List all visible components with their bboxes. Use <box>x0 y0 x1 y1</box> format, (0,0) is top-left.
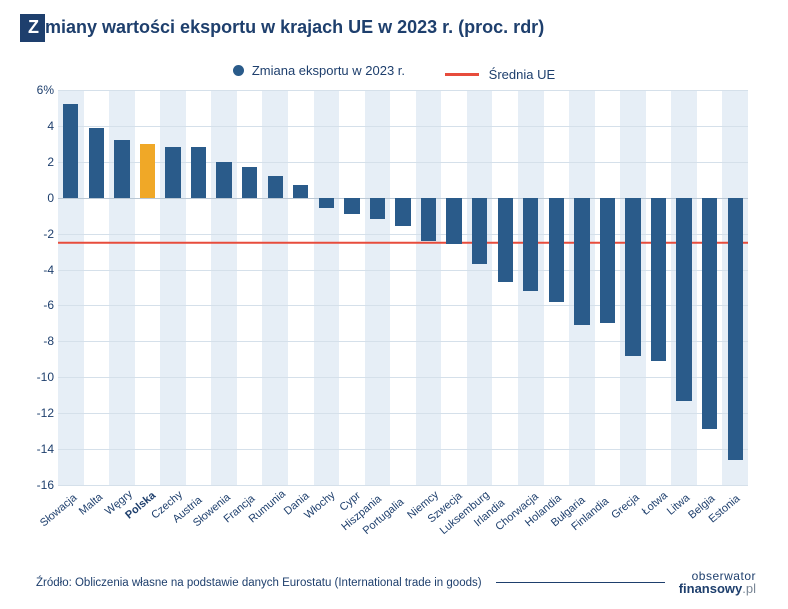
gridline <box>58 305 748 306</box>
y-tick-label: 2 <box>47 155 54 169</box>
source-text: Źródło: Obliczenia własne na podstawie d… <box>36 577 482 589</box>
bar <box>63 104 78 197</box>
background-stripe <box>262 90 288 485</box>
y-tick-label: 4 <box>47 119 54 133</box>
bar <box>140 144 155 198</box>
bar <box>472 198 487 264</box>
brand-line2-bold: finansowy <box>679 581 743 596</box>
gridline <box>58 341 748 342</box>
y-tick-label: 6% <box>37 83 54 97</box>
bar <box>242 167 257 198</box>
background-stripe <box>492 90 518 485</box>
legend-line-icon <box>445 73 479 76</box>
background-stripe <box>390 90 416 485</box>
gridline <box>58 377 748 378</box>
bar <box>216 162 231 198</box>
background-stripe <box>211 90 237 485</box>
bar <box>651 198 666 361</box>
background-stripe <box>339 90 365 485</box>
bar <box>293 185 308 198</box>
bar <box>191 147 206 197</box>
background-stripe <box>365 90 391 485</box>
background-stripe <box>441 90 467 485</box>
title-rest: miany wartości eksportu w krajach UE w 2… <box>45 18 544 38</box>
chart-legend: Zmiana eksportu w 2023 r. Średnia UE <box>0 63 788 82</box>
background-stripe <box>416 90 442 485</box>
gridline <box>58 449 748 450</box>
x-tick-label: Słowacja <box>38 492 79 529</box>
gridline <box>58 485 748 486</box>
reference-line <box>58 241 748 244</box>
x-axis-labels: SłowacjaMaltaWęgryPolskaCzechyAustriaSło… <box>58 487 748 567</box>
bar <box>165 147 180 197</box>
y-tick-label: -14 <box>37 442 54 456</box>
brand-line2-rest: .pl <box>742 581 756 596</box>
title-initial-block: Z <box>20 14 45 42</box>
legend-series-label: Zmiana eksportu w 2023 r. <box>252 63 405 78</box>
bar <box>89 128 104 198</box>
chart-area: 6%420-2-4-6-8-10-12-14-16 <box>58 90 748 485</box>
legend-dot-icon <box>233 65 244 76</box>
background-stripe <box>288 90 314 485</box>
y-tick-label: -6 <box>43 298 54 312</box>
y-tick-label: -16 <box>37 478 54 492</box>
bar <box>344 198 359 214</box>
bar <box>676 198 691 401</box>
y-tick-label: -4 <box>43 263 54 277</box>
gridline <box>58 234 748 235</box>
gridline <box>58 126 748 127</box>
legend-reference-label: Średnia UE <box>489 67 555 82</box>
gridline <box>58 270 748 271</box>
x-tick-label: Malta <box>77 491 105 517</box>
bar <box>498 198 513 282</box>
chart-footer: Źródło: Obliczenia własne na podstawie d… <box>36 570 756 595</box>
chart-title: Z miany wartości eksportu w krajach UE w… <box>0 0 788 42</box>
legend-item-series: Zmiana eksportu w 2023 r. <box>233 63 405 78</box>
gridline <box>58 90 748 91</box>
bar <box>600 198 615 324</box>
bar <box>395 198 410 227</box>
background-stripe <box>467 90 493 485</box>
bar <box>319 198 334 209</box>
bar <box>574 198 589 325</box>
footer-divider <box>496 582 665 583</box>
background-stripe <box>237 90 263 485</box>
bar <box>114 140 129 197</box>
bar <box>625 198 640 356</box>
x-tick-label: Grecja <box>609 492 642 522</box>
bar <box>523 198 538 291</box>
bar <box>728 198 743 460</box>
background-stripe <box>314 90 340 485</box>
gridline <box>58 413 748 414</box>
gridline <box>58 162 748 163</box>
bar <box>370 198 385 220</box>
plot-region: 6%420-2-4-6-8-10-12-14-16 <box>58 90 748 485</box>
bar <box>268 176 283 198</box>
bar <box>421 198 436 241</box>
y-tick-label: -2 <box>43 227 54 241</box>
x-tick-label: Łotwa <box>639 490 669 518</box>
brand-line2: finansowy.pl <box>679 582 756 595</box>
y-tick-label: 0 <box>47 191 54 205</box>
y-tick-label: -10 <box>37 370 54 384</box>
bar <box>446 198 461 245</box>
y-tick-label: -8 <box>43 334 54 348</box>
bar <box>549 198 564 302</box>
legend-item-reference: Średnia UE <box>445 67 555 82</box>
bar <box>702 198 717 430</box>
brand-logo: obserwator finansowy.pl <box>679 570 756 595</box>
y-tick-label: -12 <box>37 406 54 420</box>
